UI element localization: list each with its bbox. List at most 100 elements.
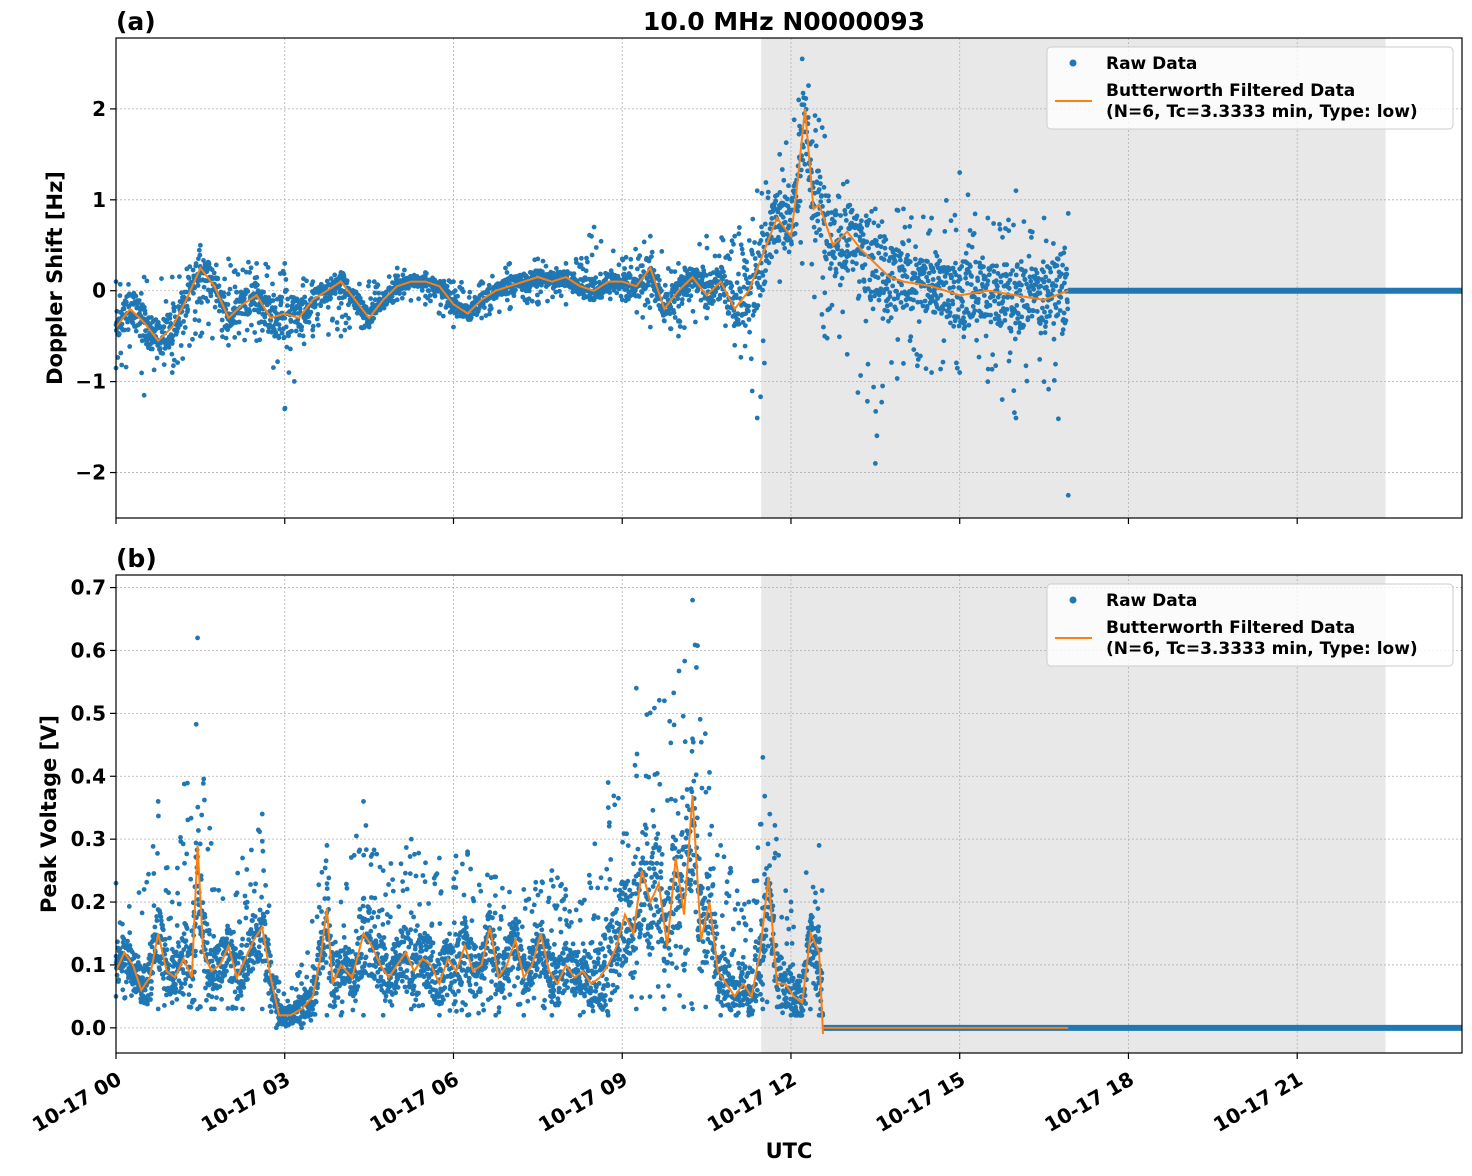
- raw-point: [246, 260, 251, 265]
- raw-point: [881, 316, 886, 321]
- raw-point: [160, 351, 165, 356]
- raw-point: [732, 234, 737, 239]
- raw-point: [1047, 314, 1052, 319]
- raw-point: [266, 942, 271, 947]
- raw-point: [248, 309, 253, 314]
- raw-point: [237, 331, 242, 336]
- raw-point: [301, 1021, 306, 1026]
- raw-point: [822, 185, 827, 190]
- raw-point: [335, 327, 340, 332]
- raw-point: [697, 242, 702, 247]
- raw-point: [390, 877, 395, 882]
- raw-point: [1011, 388, 1016, 393]
- raw-point: [745, 267, 750, 272]
- raw-point: [395, 274, 400, 279]
- raw-point: [173, 982, 178, 987]
- raw-point: [729, 284, 734, 289]
- raw-point: [224, 969, 229, 974]
- raw-point: [288, 347, 293, 352]
- raw-point: [204, 998, 209, 1003]
- raw-point: [923, 299, 928, 304]
- raw-point: [125, 320, 130, 325]
- raw-point: [254, 261, 259, 266]
- raw-point: [816, 169, 821, 174]
- raw-point: [1046, 387, 1051, 392]
- raw-point: [1037, 357, 1042, 362]
- raw-point: [366, 284, 371, 289]
- raw-point: [608, 297, 613, 302]
- raw-point: [1055, 263, 1060, 268]
- raw-point: [1064, 272, 1069, 277]
- raw-point: [454, 870, 459, 875]
- raw-point: [759, 191, 764, 196]
- raw-point: [270, 282, 275, 287]
- raw-point: [941, 307, 946, 312]
- raw-point: [800, 158, 805, 163]
- raw-point: [777, 238, 782, 243]
- raw-point: [373, 896, 378, 901]
- raw-point: [866, 362, 871, 367]
- raw-point: [255, 283, 260, 288]
- y-tick-label: 1: [92, 188, 106, 212]
- raw-point: [120, 987, 125, 992]
- raw-point: [412, 852, 417, 857]
- raw-point: [901, 242, 906, 247]
- raw-point: [269, 960, 274, 965]
- raw-point: [1027, 254, 1032, 259]
- raw-point: [301, 283, 306, 288]
- raw-point: [409, 910, 414, 915]
- raw-point: [198, 243, 203, 248]
- raw-point: [880, 384, 885, 389]
- raw-point: [1045, 304, 1050, 309]
- raw-point: [299, 325, 304, 330]
- raw-point: [339, 334, 344, 339]
- raw-point: [953, 261, 958, 266]
- raw-point: [313, 1012, 318, 1017]
- raw-point: [277, 980, 282, 985]
- raw-point: [316, 882, 321, 887]
- raw-point: [762, 361, 767, 366]
- raw-point: [837, 195, 842, 200]
- raw-point: [451, 949, 456, 954]
- raw-point: [393, 990, 398, 995]
- raw-point: [819, 193, 824, 198]
- raw-point: [174, 997, 179, 1002]
- raw-point: [968, 228, 973, 233]
- raw-point: [964, 251, 969, 256]
- raw-point: [175, 891, 180, 896]
- raw-point: [490, 274, 495, 279]
- raw-point: [1056, 312, 1061, 317]
- raw-point: [729, 249, 734, 254]
- raw-point: [1000, 397, 1005, 402]
- raw-point: [969, 274, 974, 279]
- raw-point: [220, 318, 225, 323]
- raw-point: [1042, 379, 1047, 384]
- raw-point: [592, 225, 597, 230]
- raw-point: [175, 360, 180, 365]
- raw-point: [315, 317, 320, 322]
- raw-point: [786, 183, 791, 188]
- raw-point: [408, 871, 413, 876]
- raw-point: [628, 273, 633, 278]
- raw-point: [908, 259, 913, 264]
- raw-point: [951, 285, 956, 290]
- raw-point: [370, 852, 375, 857]
- raw-point: [250, 967, 255, 972]
- figure-title: 10.0 MHz N0000093: [643, 7, 925, 36]
- raw-point: [315, 914, 320, 919]
- raw-point: [455, 294, 460, 299]
- raw-point: [187, 992, 192, 997]
- raw-point: [391, 889, 396, 894]
- raw-point: [750, 217, 755, 222]
- raw-point: [342, 935, 347, 940]
- raw-point: [180, 356, 185, 361]
- raw-point: [376, 291, 381, 296]
- raw-point: [851, 267, 856, 272]
- raw-point: [333, 1004, 338, 1009]
- raw-point: [755, 188, 760, 193]
- raw-point: [124, 980, 129, 985]
- raw-point: [428, 293, 433, 298]
- raw-point: [704, 316, 709, 321]
- raw-point: [271, 293, 276, 298]
- raw-point: [140, 911, 145, 916]
